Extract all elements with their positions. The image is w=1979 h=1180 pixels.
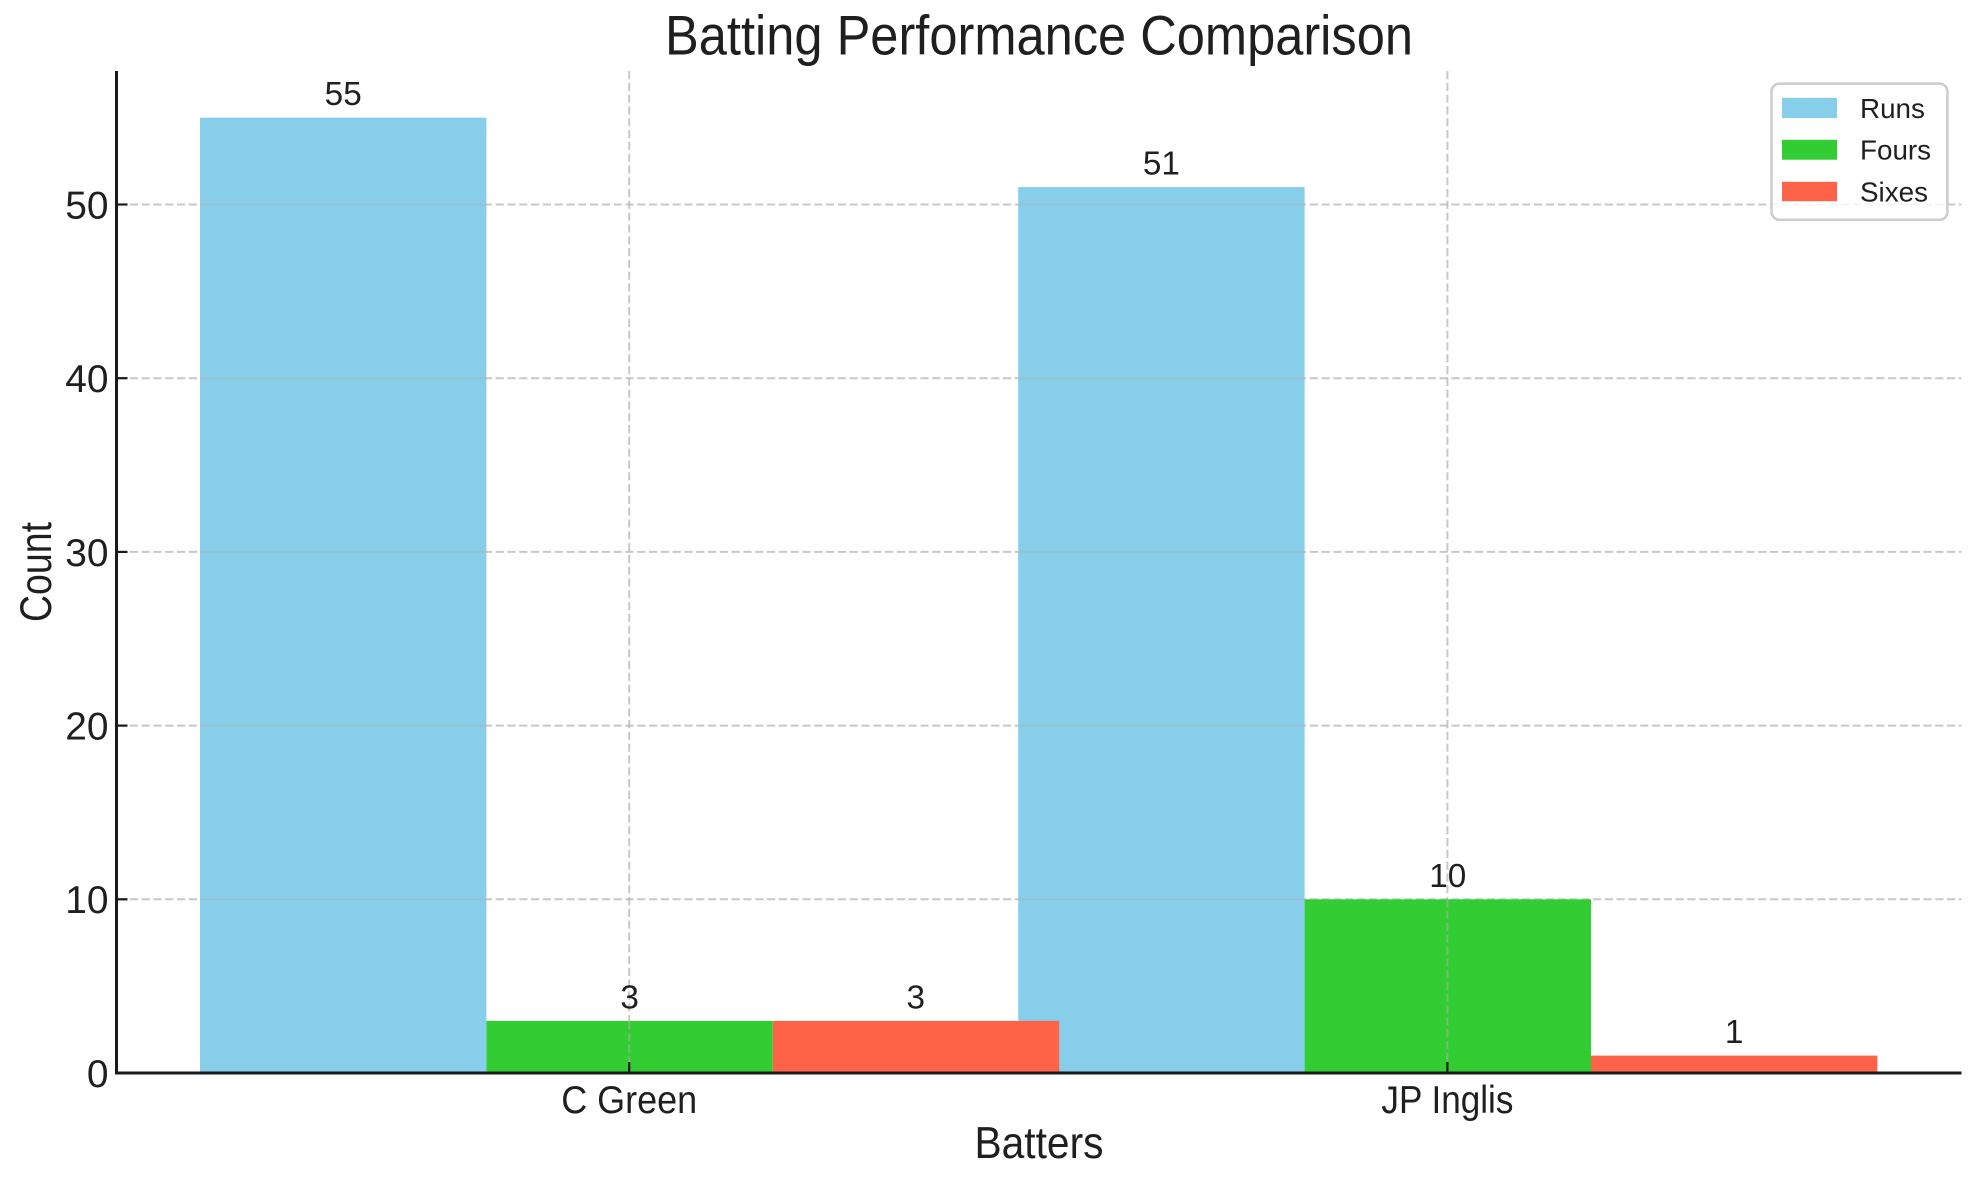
svg-text:55: 55 bbox=[325, 76, 362, 113]
svg-text:Batting Performance Comparison: Batting Performance Comparison bbox=[665, 5, 1413, 67]
svg-text:10: 10 bbox=[1429, 858, 1466, 895]
svg-text:40: 40 bbox=[65, 358, 108, 401]
svg-text:3: 3 bbox=[907, 979, 926, 1016]
svg-text:Sixes: Sixes bbox=[1860, 176, 1928, 207]
svg-text:1: 1 bbox=[1725, 1014, 1744, 1051]
svg-text:Fours: Fours bbox=[1860, 135, 1931, 166]
svg-text:Runs: Runs bbox=[1860, 93, 1925, 124]
svg-text:50: 50 bbox=[65, 184, 108, 227]
svg-text:JP Inglis: JP Inglis bbox=[1381, 1079, 1513, 1122]
svg-text:3: 3 bbox=[620, 979, 639, 1016]
svg-text:C Green: C Green bbox=[561, 1079, 697, 1122]
svg-text:30: 30 bbox=[65, 532, 108, 575]
svg-text:51: 51 bbox=[1143, 146, 1180, 183]
svg-text:20: 20 bbox=[65, 706, 108, 749]
svg-text:Count: Count bbox=[12, 521, 61, 622]
svg-text:Batters: Batters bbox=[975, 1119, 1104, 1168]
svg-text:10: 10 bbox=[65, 879, 108, 922]
svg-text:0: 0 bbox=[87, 1053, 109, 1096]
